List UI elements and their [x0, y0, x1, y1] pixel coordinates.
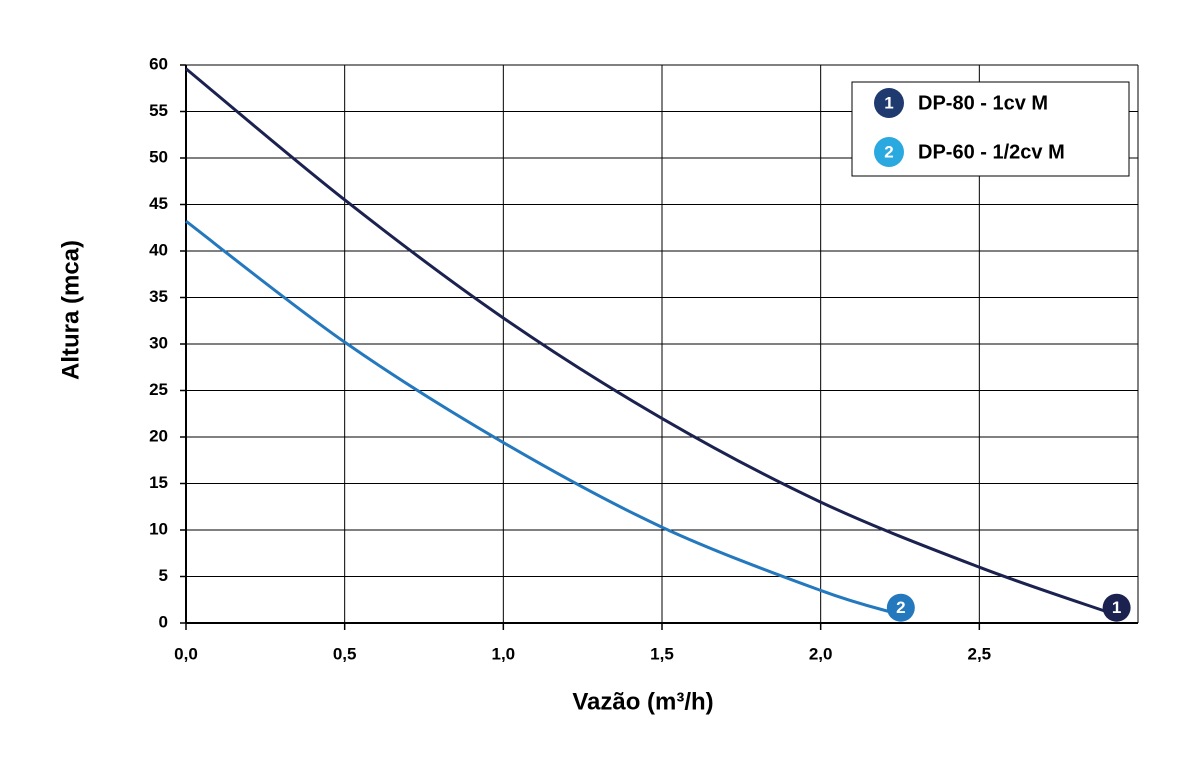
y-tick-label: 20: [149, 426, 168, 445]
x-tick-label: 0,0: [174, 644, 198, 663]
end-marker-label: 1: [1112, 598, 1121, 617]
y-tick-label: 60: [149, 54, 168, 73]
y-tick-label: 50: [149, 147, 168, 166]
y-tick-label: 15: [149, 473, 168, 492]
y-tick-label: 0: [159, 612, 168, 631]
x-tick-label: 1,0: [492, 644, 516, 663]
legend: 1 DP-80 - 1cv M 2 DP-60 - 1/2cv M: [851, 81, 1130, 177]
end-marker: [886, 593, 915, 622]
x-axis-title: Vazão (m³/h): [572, 688, 713, 715]
legend-marker-label: 1: [884, 93, 893, 112]
y-tick-label: 10: [149, 519, 168, 538]
line-series: [185, 67, 1114, 616]
y-tick-label: 55: [149, 101, 168, 120]
end-marker: [1102, 593, 1131, 622]
legend-marker-label: 2: [884, 142, 893, 161]
y-tick-label: 25: [149, 380, 168, 399]
end-marker-label: 2: [896, 598, 905, 617]
y-tick-label: 5: [159, 566, 168, 585]
legend-label: DP-60 - 1/2cv M: [918, 141, 1065, 163]
legend-label: DP-80 - 1cv M: [918, 92, 1048, 114]
y-axis-title: Altura (mca): [57, 240, 84, 380]
y-tick-label: 30: [149, 333, 168, 352]
line-series: [185, 220, 898, 616]
legend-marker: [874, 88, 904, 118]
x-tick-label: 2,0: [809, 644, 833, 663]
legend-marker: [874, 137, 904, 167]
y-tick-label: 35: [149, 287, 168, 306]
x-tick-label: 2,5: [968, 644, 992, 663]
y-tick-label: 40: [149, 240, 168, 259]
y-tick-label: 45: [149, 194, 168, 213]
x-tick-label: 0,5: [333, 644, 357, 663]
x-tick-label: 1,5: [650, 644, 674, 663]
